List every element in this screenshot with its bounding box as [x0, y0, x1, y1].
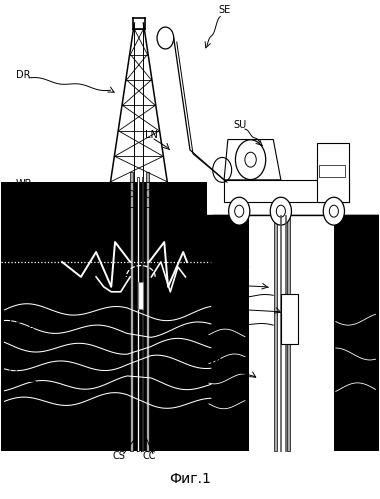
Bar	[1, 182, 213, 215]
Text: LN: LN	[208, 276, 221, 286]
Bar	[1, 215, 213, 451]
Text: CC: CC	[208, 289, 222, 299]
Text: Фиг.1: Фиг.1	[169, 473, 211, 487]
Polygon shape	[224, 140, 281, 180]
Bar	[207, 182, 379, 451]
Bar	[207, 272, 249, 294]
Text: GF: GF	[8, 319, 21, 329]
Circle shape	[235, 205, 244, 217]
Bar	[207, 215, 249, 451]
Text: TL: TL	[208, 300, 220, 310]
Text: CC: CC	[142, 452, 156, 462]
Bar	[334, 215, 379, 451]
Bar	[142, 177, 143, 451]
Circle shape	[270, 197, 291, 225]
Text: 10: 10	[208, 358, 223, 368]
Circle shape	[276, 205, 285, 217]
Bar	[317, 143, 349, 202]
Text: CR: CR	[208, 314, 222, 324]
Text: TL: TL	[12, 274, 24, 284]
Text: SE: SE	[218, 5, 231, 15]
Circle shape	[229, 197, 250, 225]
Bar	[274, 215, 277, 451]
Text: LN: LN	[144, 130, 157, 140]
Text: DR: DR	[16, 70, 30, 80]
Bar	[280, 215, 281, 451]
Text: CS: CS	[112, 452, 125, 462]
Circle shape	[236, 140, 266, 180]
Bar	[138, 282, 143, 309]
Text: CJ: CJ	[8, 367, 18, 377]
Bar	[319, 165, 345, 177]
Bar	[281, 294, 298, 344]
Bar	[130, 172, 133, 451]
Bar	[213, 215, 379, 247]
Bar	[146, 172, 149, 451]
Circle shape	[329, 205, 339, 217]
Text: CJ: CJ	[208, 261, 218, 271]
Bar	[224, 180, 349, 202]
Text: CA: CA	[8, 246, 22, 255]
Circle shape	[245, 152, 256, 167]
Bar	[285, 215, 286, 451]
Bar	[287, 215, 290, 451]
Text: WB: WB	[16, 179, 32, 189]
Text: SU: SU	[234, 120, 247, 130]
Circle shape	[323, 197, 345, 225]
